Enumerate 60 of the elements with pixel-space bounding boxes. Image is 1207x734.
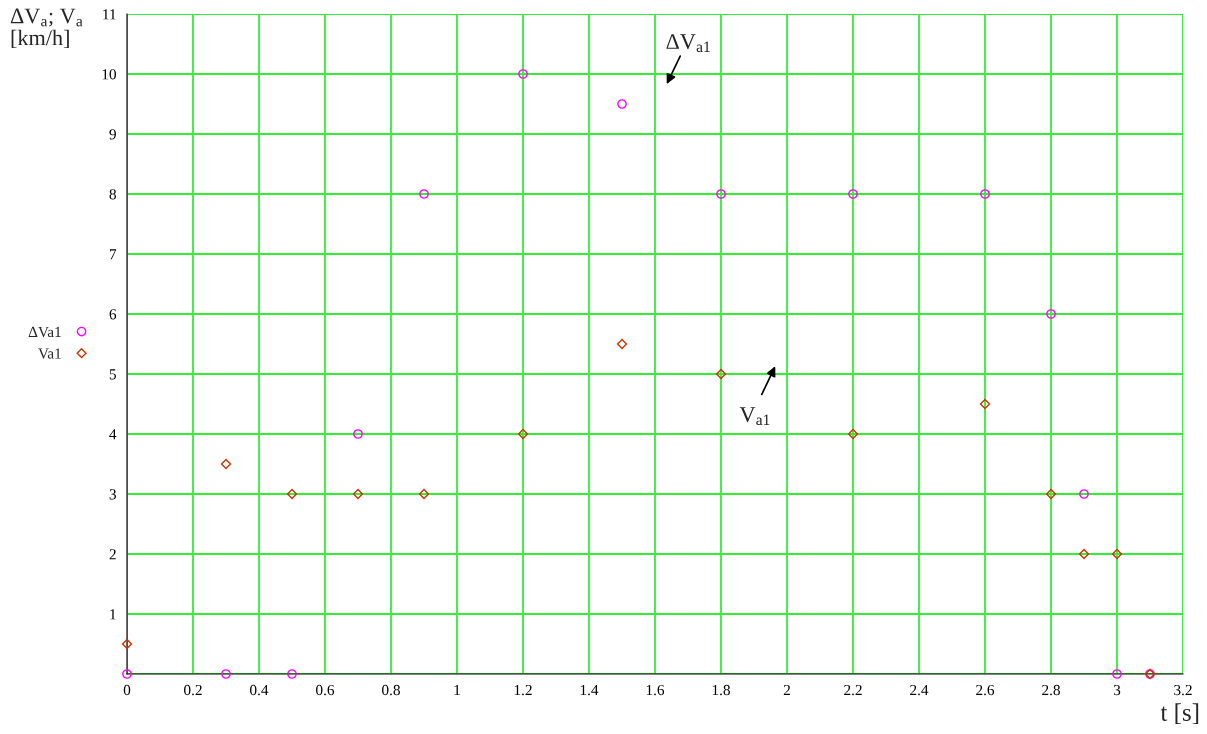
legend-label: ΔVa1 (28, 326, 61, 338)
y-tick-label: 4 (109, 429, 117, 440)
x-tick-label: 2 (783, 684, 790, 696)
y-tick-label: 10 (102, 69, 116, 80)
point (847, 428, 859, 440)
x-tick-label: 1.6 (646, 684, 665, 696)
point (1111, 548, 1123, 560)
y-tick-label: 8 (109, 189, 116, 200)
y-tick-label: 7 (109, 249, 117, 260)
x-tick-label: 3 (1113, 684, 1121, 696)
x-tick-label: 1.4 (580, 684, 599, 696)
y-tick-label: 9 (109, 129, 116, 140)
x-tick-label: 1.8 (712, 684, 730, 696)
x-tick-label: 2.8 (1042, 684, 1060, 696)
point (517, 428, 529, 440)
point (419, 189, 429, 199)
x-tick-label: 0.6 (316, 684, 335, 696)
x-tick-label: 0.8 (382, 684, 400, 696)
point (121, 638, 133, 650)
point (353, 429, 363, 439)
y-tick-label: 3 (109, 489, 116, 500)
point (122, 669, 132, 679)
point (979, 398, 991, 410)
x-axis-title: t [s] (1160, 703, 1199, 725)
point (220, 458, 232, 470)
point (1112, 669, 1122, 679)
y-axis-title: ΔV$_{a}$; V$_{a}$ [km/h] (10, 8, 83, 49)
point (518, 69, 528, 79)
annotation: V$_{a1}$ (739, 407, 770, 426)
y-tick-label: 1 (110, 609, 116, 620)
x-tick-label: 2.4 (910, 684, 929, 696)
point (287, 669, 297, 679)
point (352, 488, 364, 500)
point (716, 189, 726, 199)
x-tick-label: 2.2 (844, 684, 862, 696)
annotation: ΔV$_{a1}$ (666, 34, 710, 53)
point (848, 189, 858, 199)
point (1046, 309, 1056, 319)
point (980, 189, 990, 199)
point (1045, 488, 1057, 500)
point (286, 488, 298, 500)
y-tick-label: 2 (109, 549, 116, 560)
point (1079, 489, 1089, 499)
x-tick-label: 0.4 (250, 684, 269, 696)
x-tick-label: 1 (454, 684, 460, 696)
x-tick-label: 2.6 (976, 684, 995, 696)
y-tick-label: 11 (103, 9, 116, 20)
x-tick-label: 1.2 (514, 684, 532, 696)
point (715, 368, 727, 380)
point (617, 99, 627, 109)
x-tick-label: 3.2 (1174, 684, 1192, 696)
point (418, 488, 430, 500)
point (221, 669, 231, 679)
y-tick-label: 5 (109, 369, 116, 380)
y-tick-label: 6 (109, 309, 117, 320)
x-tick-label: 0.2 (184, 684, 202, 696)
point (616, 338, 628, 350)
x-tick-label: 0 (123, 684, 131, 696)
legend-label: Va1 (38, 348, 61, 359)
point (1078, 548, 1090, 560)
